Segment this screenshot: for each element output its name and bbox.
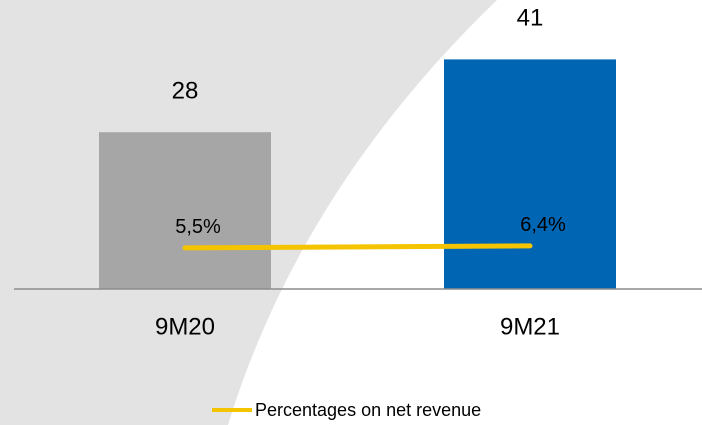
line-value-label: 5,5% [175, 216, 221, 238]
line [182, 243, 533, 251]
x-tick-label: 9M21 [500, 313, 560, 340]
x-tick-label: 9M20 [155, 313, 215, 340]
bar-value-label: 28 [172, 78, 199, 105]
legend-label: Percentages on net revenue [255, 400, 481, 420]
line-value-label: 6,4% [520, 214, 566, 236]
bar [444, 59, 616, 290]
bar [99, 132, 271, 289]
bar-value-label: 41 [517, 5, 544, 32]
